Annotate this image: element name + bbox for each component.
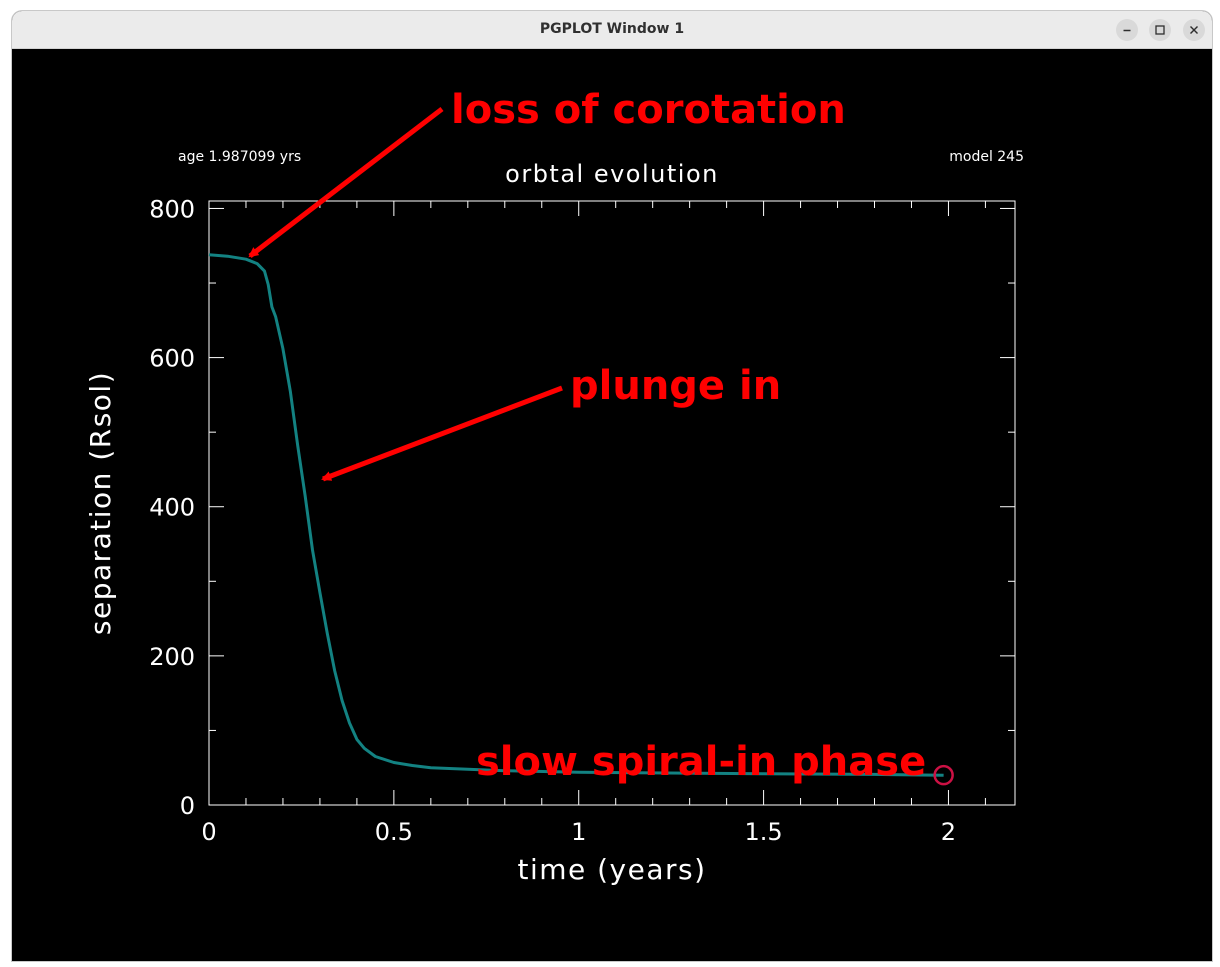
close-button[interactable] (1183, 19, 1205, 41)
x-axis-label: time (years) (517, 853, 706, 886)
x-tick-label: 0.5 (375, 818, 413, 846)
maximize-button[interactable] (1149, 19, 1171, 41)
annotation-slow-spiral-in: slow spiral-in phase (476, 739, 926, 785)
y-tick-labels: 0 200 400 600 800 (149, 195, 195, 820)
annotation-arrow-plunge (321, 385, 563, 482)
y-tick-label: 200 (149, 643, 195, 671)
chart-title: orbtal evolution (505, 160, 719, 188)
plot-canvas: age 1.987099 yrs model 245 orbtal evolut… (84, 87, 1024, 886)
plot-frame (208, 200, 1016, 806)
annotation-loss-of-corotation: loss of corotation (451, 87, 846, 133)
x-tick-label: 1.5 (745, 818, 783, 846)
separation-curve (208, 253, 944, 777)
close-icon (1190, 26, 1198, 34)
annotation-plunge-in: plunge in (570, 363, 781, 409)
maximize-icon (1155, 25, 1165, 35)
y-tick-label: 400 (149, 494, 195, 522)
minimize-icon (1123, 29, 1131, 32)
annotation-arrow-corotation (248, 107, 444, 258)
x-tick-label: 0 (201, 818, 216, 846)
minimize-button[interactable] (1116, 19, 1138, 41)
pgplot-window: PGPLOT Window 1 age 1.987099 yrs model (12, 11, 1212, 961)
title-bar[interactable]: PGPLOT Window 1 (12, 11, 1212, 49)
y-tick-label: 800 (149, 195, 195, 223)
y-tick-label: 600 (149, 345, 195, 373)
y-axis-label: separation (Rsol) (84, 371, 117, 635)
axis-ticks (208, 201, 1015, 806)
window-title: PGPLOT Window 1 (539, 21, 685, 37)
end-marker (933, 764, 954, 786)
x-tick-label: 1 (571, 818, 586, 846)
age-label: age 1.987099 yrs (178, 149, 301, 165)
x-tick-labels: 0 0.5 1 1.5 2 (201, 818, 956, 846)
y-tick-label: 0 (180, 792, 195, 820)
x-tick-label: 2 (941, 818, 956, 846)
model-label: model 245 (949, 149, 1024, 165)
